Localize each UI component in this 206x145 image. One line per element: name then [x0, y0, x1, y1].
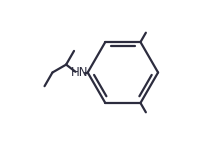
Text: HN: HN	[71, 66, 88, 79]
